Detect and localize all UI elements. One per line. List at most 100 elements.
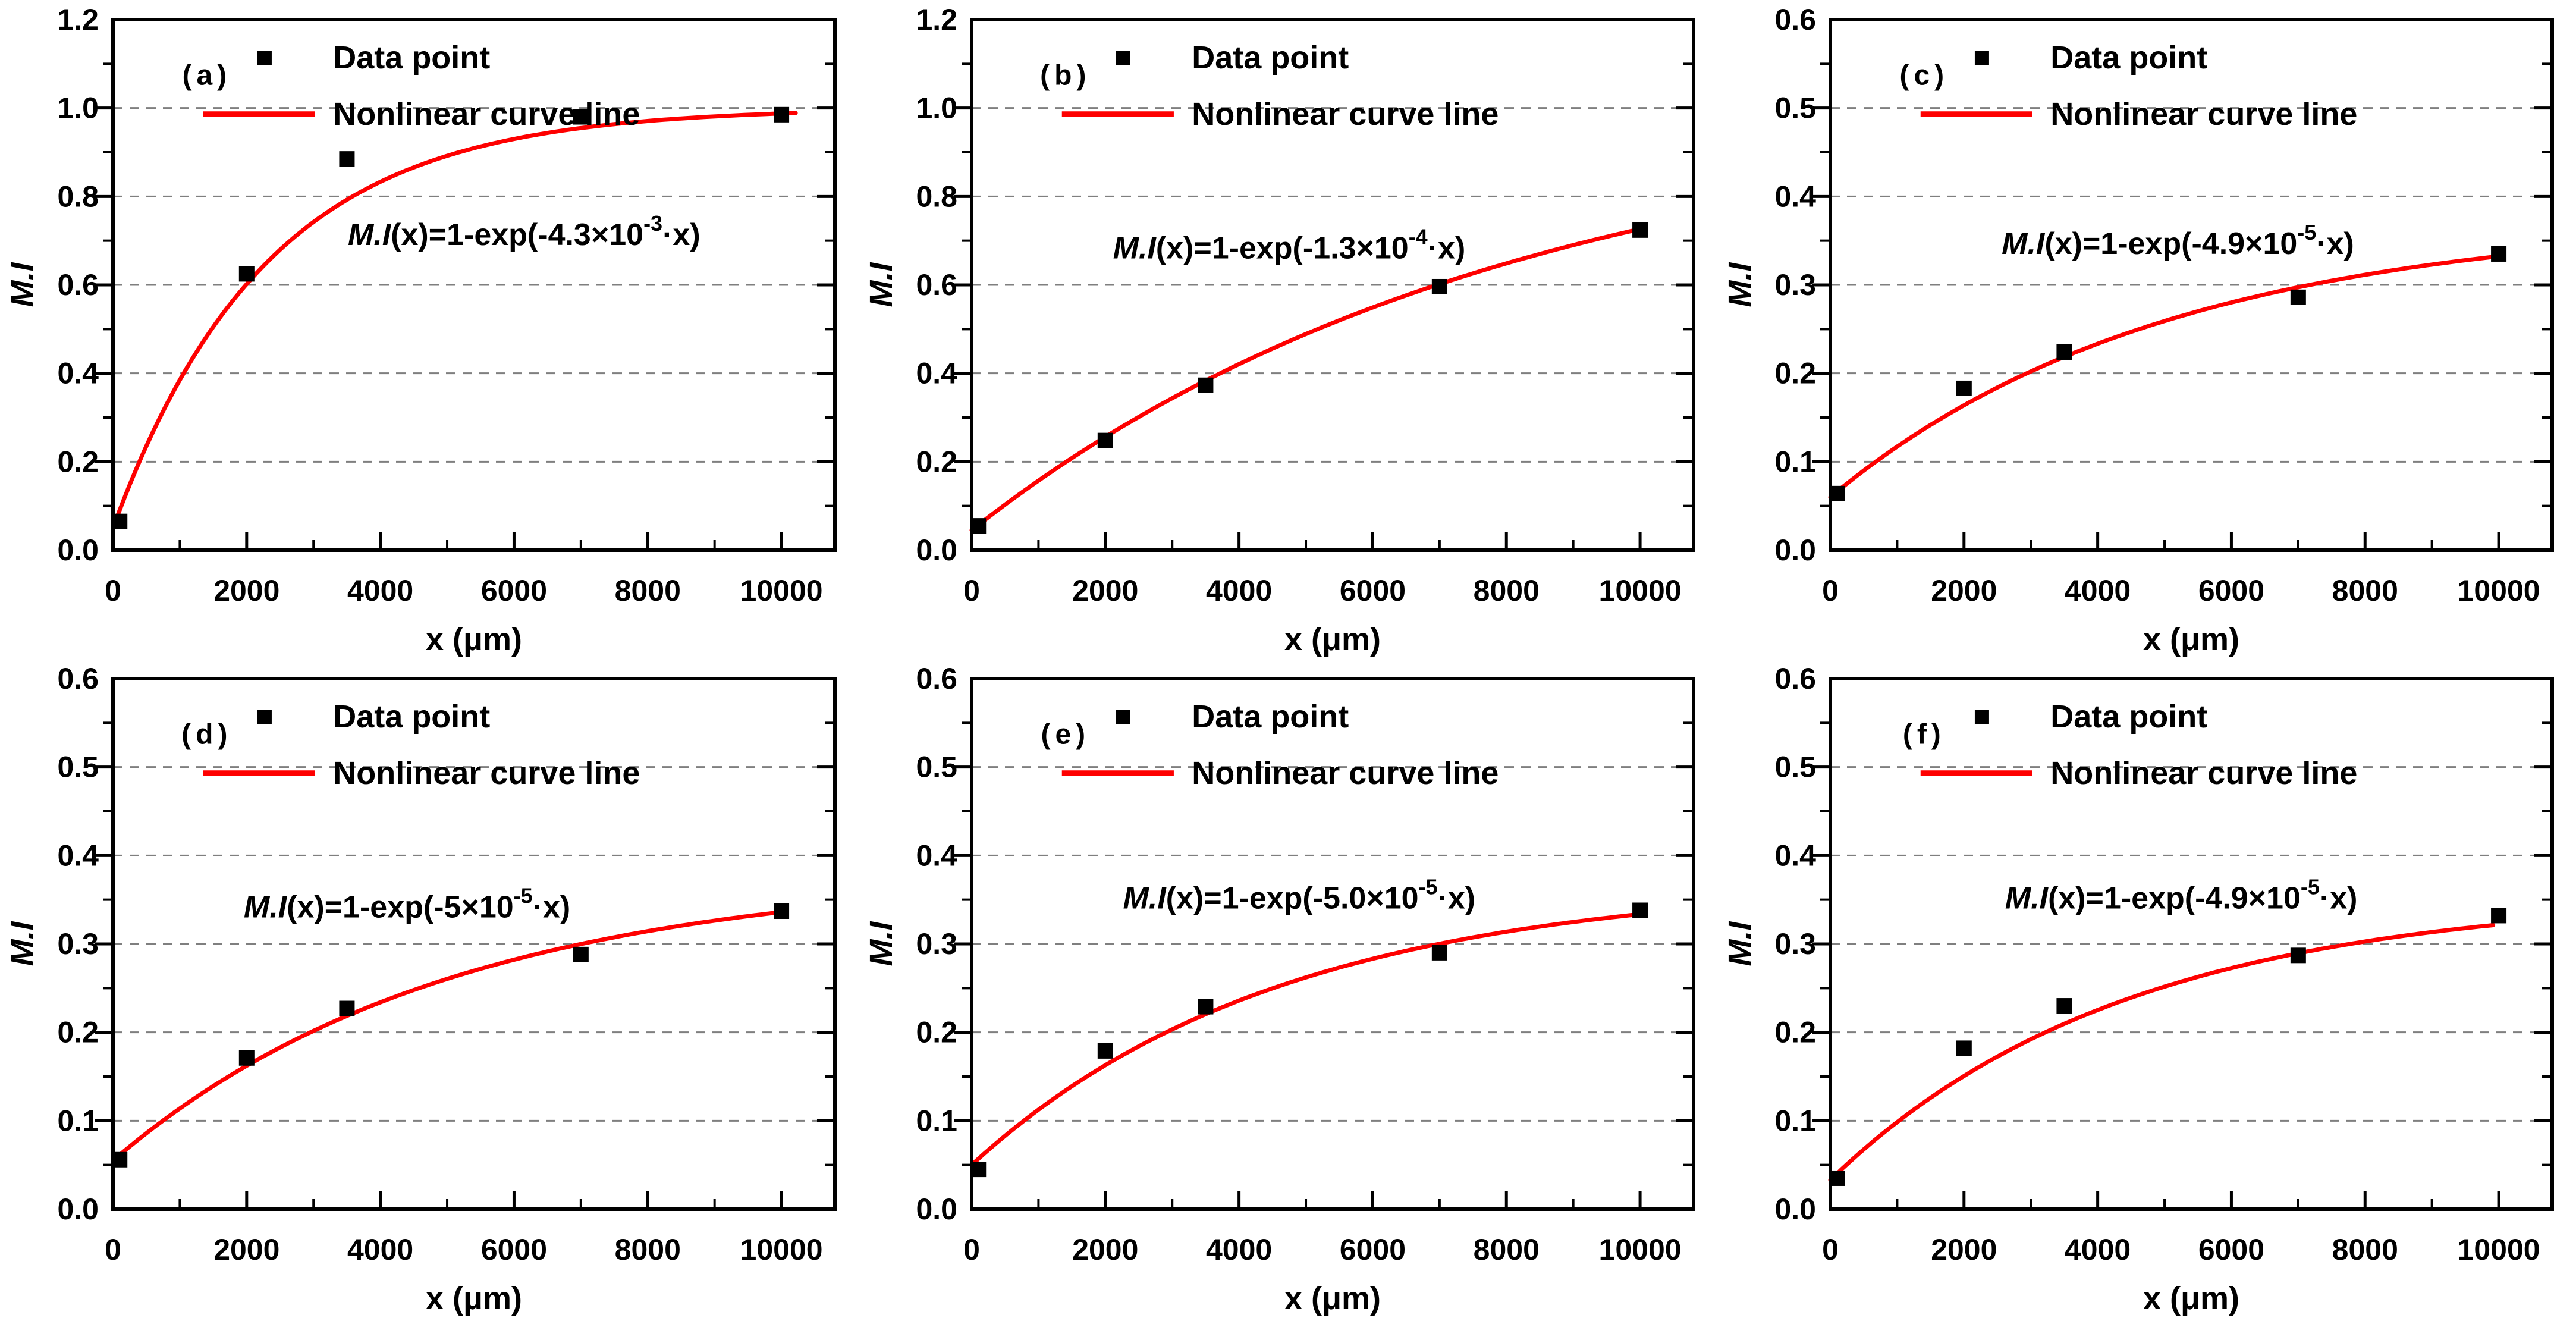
y-tick-label: 0.2	[57, 1016, 99, 1049]
fit-curve	[111, 911, 778, 1163]
x-tick-label: 2000	[1931, 574, 1997, 607]
y-tick-label: 0.4	[57, 357, 99, 390]
x-axis-label: x (μm)	[426, 622, 522, 657]
x-tick-label: 0	[963, 1233, 980, 1266]
fit-curve	[969, 228, 1637, 532]
chart-c: 0 2000 4000 6000 8000 10000 0.0 0.1 0.2 0.3 0.4 0.5…	[1722, 3, 2554, 657]
x-tick-label: 8000	[1474, 1233, 1540, 1266]
legend-marker-swatch	[1116, 710, 1130, 724]
x-tick-label: 2000	[1072, 1233, 1138, 1266]
x-tick-label: 10000	[2458, 1233, 2540, 1266]
data-point-marker	[2290, 947, 2306, 964]
y-tick-label: 0.2	[1774, 357, 1816, 390]
x-tick-label: 4000	[347, 574, 413, 607]
legend-marker-label: Data point	[2050, 40, 2207, 76]
y-tick-label: 0.6	[57, 268, 99, 302]
x-tick-label: 6000	[1340, 1233, 1406, 1266]
legend-marker-swatch	[1974, 710, 1989, 724]
y-tick-label: 0.6	[916, 662, 957, 695]
equation: M.I(x)=1-exp(-5.0×10-5·x)	[1123, 875, 1475, 916]
x-tick-label: 8000	[1474, 574, 1540, 607]
y-tick-label: 0.4	[916, 839, 957, 872]
x-tick-label: 2000	[1931, 1233, 1997, 1266]
y-axis-label: M.I	[1722, 262, 1758, 307]
panel-b: 0 2000 4000 6000 8000 10000 0.0 0.2 0.4 0.6 0.8 1.0…	[859, 0, 1717, 659]
x-tick-label: 4000	[2065, 574, 2131, 607]
equation: M.I(x)=1-exp(-4.9×10-5·x)	[2002, 220, 2354, 261]
data-point-marker	[2056, 344, 2072, 360]
x-tick-label: 8000	[615, 1233, 681, 1266]
legend-line-label: Nonlinear curve line	[1192, 755, 1499, 791]
y-tick-label: 0.1	[57, 1104, 99, 1137]
data-point-marker	[1632, 902, 1648, 918]
y-axis-label: M.I	[5, 921, 40, 967]
x-tick-label: 4000	[347, 1233, 413, 1266]
x-tick-label: 8000	[2332, 574, 2398, 607]
data-point-marker	[339, 151, 355, 167]
panel-c: 0 2000 4000 6000 8000 10000 0.0 0.1 0.2 0.3 0.4 0.5…	[1717, 0, 2576, 659]
y-tick-label: 0.6	[57, 662, 99, 695]
panel-a: 0 2000 4000 6000 8000 10000 0.0 0.2 0.4 0.6 0.8 1.0…	[0, 0, 859, 659]
data-point-marker	[1632, 222, 1648, 238]
y-tick-label: 0.2	[57, 445, 99, 478]
chart-f: 0 2000 4000 6000 8000 10000 0.0 0.1 0.2 0.3 0.4 0.5…	[1722, 662, 2554, 1316]
data-point-marker	[238, 1050, 255, 1066]
y-tick-label: 0.0	[1774, 1193, 1816, 1226]
chart-e: 0 2000 4000 6000 8000 10000 0.0 0.1 0.2 0.3 0.4 0.5…	[863, 662, 1695, 1316]
x-tick-label: 6000	[481, 574, 547, 607]
x-tick-label: 0	[1822, 574, 1839, 607]
y-tick-label: 0.5	[916, 751, 957, 784]
legend-marker-swatch	[257, 51, 272, 65]
y-tick-label: 0.0	[57, 534, 99, 567]
y-tick-label: 0.6	[1774, 3, 1816, 36]
y-tick-label: 0.2	[916, 445, 957, 478]
legend-marker-label: Data point	[1192, 699, 1349, 735]
y-tick-label: 0.4	[916, 357, 957, 390]
panel-label: (c)	[1899, 60, 1949, 92]
y-axis-label: M.I	[5, 262, 40, 307]
y-tick-label: 0.0	[916, 534, 957, 567]
data-point-marker	[1198, 377, 1214, 393]
x-tick-label: 10000	[740, 1233, 823, 1266]
x-tick-label: 0	[105, 574, 121, 607]
legend-marker-label: Data point	[2050, 699, 2207, 735]
legend-line-label: Nonlinear curve line	[2050, 755, 2357, 791]
y-tick-label: 0.0	[1774, 534, 1816, 567]
x-tick-label: 10000	[1599, 1233, 1682, 1266]
panel-label: (e)	[1041, 719, 1090, 751]
y-tick-label: 1.2	[57, 3, 99, 36]
x-axis-label: x (μm)	[2143, 1281, 2239, 1316]
x-axis-label: x (μm)	[426, 1281, 522, 1316]
data-point-marker	[2491, 246, 2507, 262]
x-axis-label: x (μm)	[2143, 622, 2239, 657]
legend-marker-label: Data point	[1192, 40, 1349, 76]
legend-marker-swatch	[1116, 51, 1130, 65]
y-tick-label: 0.4	[1774, 839, 1816, 872]
y-tick-label: 0.4	[57, 839, 99, 872]
x-tick-label: 0	[1822, 1233, 1839, 1266]
panel-e: 0 2000 4000 6000 8000 10000 0.0 0.1 0.2 0.3 0.4 0.5…	[859, 659, 1717, 1318]
y-tick-label: 0.5	[1774, 92, 1816, 125]
x-tick-label: 8000	[2332, 1233, 2398, 1266]
y-tick-label: 0.6	[1774, 662, 1816, 695]
y-tick-label: 0.6	[916, 268, 957, 302]
panel-label: (d)	[181, 719, 232, 751]
data-point-marker	[238, 266, 255, 282]
y-tick-label: 0.0	[916, 1193, 957, 1226]
data-point-marker	[1431, 945, 1447, 961]
y-tick-label: 0.1	[1774, 445, 1816, 478]
fit-curve	[1828, 255, 2496, 500]
legend-line-label: Nonlinear curve line	[333, 96, 640, 132]
y-tick-label: 1.2	[916, 3, 957, 36]
data-point-marker	[1956, 1040, 1972, 1056]
x-axis-label: x (μm)	[1284, 622, 1381, 657]
x-tick-label: 6000	[481, 1233, 547, 1266]
y-tick-label: 0.8	[916, 180, 957, 213]
fit-curve	[111, 111, 798, 531]
data-point-marker	[1198, 999, 1214, 1015]
chart-b: 0 2000 4000 6000 8000 10000 0.0 0.2 0.4 0.6 0.8 1.0…	[863, 3, 1695, 657]
x-tick-label: 4000	[1206, 574, 1272, 607]
panel-label: (b)	[1040, 60, 1091, 92]
equation: M.I(x)=1-exp(-4.9×10-5·x)	[2005, 875, 2358, 916]
